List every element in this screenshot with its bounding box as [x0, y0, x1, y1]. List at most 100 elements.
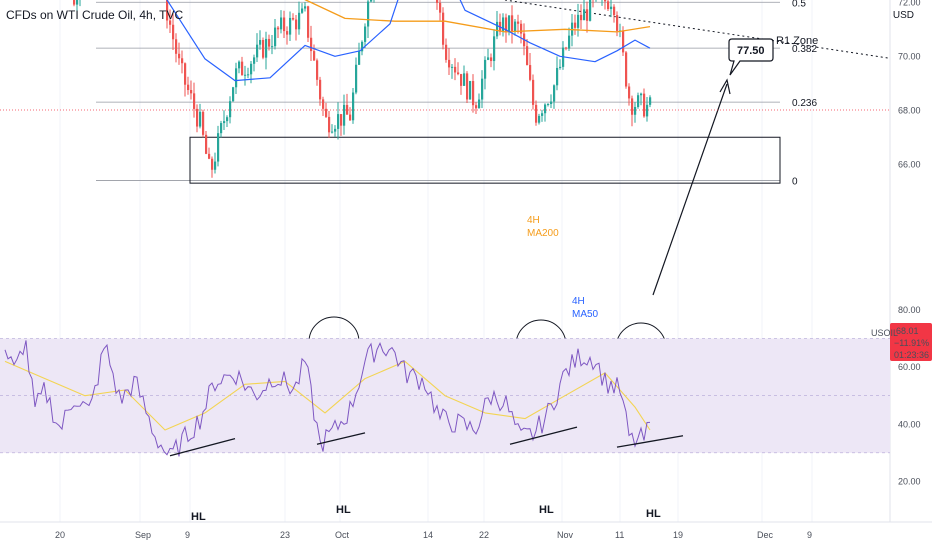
candle-down: [166, 0, 169, 21]
candle-up: [481, 78, 484, 100]
candle-down: [529, 65, 532, 80]
candle-up: [259, 40, 262, 45]
candle-up: [247, 74, 250, 76]
candle-down: [241, 61, 244, 76]
candle-up: [502, 17, 505, 32]
candle-down: [277, 27, 280, 30]
candle-up: [352, 92, 355, 121]
candle-up: [370, 0, 373, 2]
candle-up: [289, 17, 292, 35]
candle-up: [478, 99, 481, 109]
candle-down: [172, 24, 175, 40]
candle-down: [325, 108, 328, 117]
candle-down: [586, 9, 589, 21]
candle-down: [535, 104, 538, 123]
r1-zone-label: R1 Zone: [776, 35, 818, 47]
candle-up: [544, 104, 547, 114]
candle-down: [193, 93, 196, 109]
ma200-label-bottom: MA200: [527, 228, 559, 239]
candle-down: [196, 108, 199, 127]
projection-arrowhead: [719, 78, 731, 95]
candle-down: [607, 1, 610, 10]
candle-up: [265, 38, 268, 58]
candle-down: [436, 0, 439, 3]
candle-down: [517, 21, 520, 24]
target-callout: [728, 38, 774, 76]
candle-down: [292, 17, 295, 20]
candle-up: [274, 27, 277, 47]
price-tick-label: 72.00: [898, 0, 921, 7]
time-tick-label: 9: [185, 530, 190, 540]
candle-down: [445, 44, 448, 60]
candle-down: [628, 86, 631, 99]
candles-group: [73, 0, 652, 178]
candle-up: [298, 12, 301, 30]
candle-up: [637, 95, 640, 107]
candle-up: [367, 1, 370, 27]
candle-up: [568, 35, 571, 49]
candle-up: [271, 46, 274, 48]
candle-down: [520, 23, 523, 34]
candle-down: [211, 158, 214, 170]
time-tick-label: Dec: [757, 530, 774, 540]
candle-up: [355, 64, 358, 93]
price-tick-label: 66.00: [898, 159, 921, 169]
candle-down: [313, 51, 316, 61]
candle-down: [268, 38, 271, 47]
candle-down: [457, 72, 460, 75]
candle-up: [487, 57, 490, 60]
rsi-higher-low-trendline: [509, 426, 578, 445]
time-tick-label: 23: [280, 530, 290, 540]
candle-down: [346, 104, 349, 115]
price-change: −11.91%: [894, 338, 929, 348]
candle-up: [634, 106, 637, 115]
candle-up: [541, 113, 544, 116]
candle-down: [505, 17, 508, 32]
fib-level-label: 0: [792, 176, 798, 187]
hl-label: HL: [191, 511, 206, 523]
candle-down: [574, 22, 577, 28]
s1-zone-box: [189, 136, 781, 184]
time-tick-label: Sep: [135, 530, 151, 540]
candle-up: [358, 51, 361, 65]
price-tick-label: 70.00: [898, 51, 921, 61]
hl-label: HL: [336, 504, 351, 516]
currency-label: USD: [892, 10, 914, 21]
candle-down: [448, 59, 451, 68]
ma50-label-bottom: MA50: [572, 309, 599, 320]
candle-down: [466, 73, 469, 100]
candle-down: [622, 30, 625, 53]
candle-up: [589, 0, 592, 21]
time-tick-label: 9: [807, 530, 812, 540]
last-price-value: 68.01: [896, 326, 919, 336]
candle-up: [253, 57, 256, 64]
candle-down: [580, 14, 583, 21]
candle-up: [640, 93, 643, 96]
candle-up: [343, 104, 346, 126]
candle-down: [460, 74, 463, 86]
candle-down: [643, 93, 646, 117]
price-tick-label: 68.00: [898, 105, 921, 115]
rsi-higher-low-trendline: [169, 437, 236, 457]
candle-up: [508, 15, 511, 32]
candle-down: [454, 66, 457, 73]
candle-up: [364, 26, 367, 42]
candle-up: [361, 41, 364, 52]
candle-down: [307, 6, 310, 38]
candle-up: [451, 66, 454, 68]
candle-down: [205, 134, 208, 154]
candle-down: [316, 60, 319, 80]
ma200-line: [304, 0, 651, 33]
candle-down: [340, 114, 343, 126]
time-tick-label: 20: [55, 530, 65, 540]
price-axis-bg: [890, 0, 932, 550]
candle-up: [304, 6, 307, 9]
time-tick-label: Nov: [557, 530, 574, 540]
candle-up: [214, 161, 217, 170]
candle-up: [559, 66, 562, 68]
time-tick-label: 19: [673, 530, 683, 540]
candle-up: [220, 123, 223, 134]
candle-up: [469, 81, 472, 100]
bar-countdown: 01:23:36: [894, 350, 929, 360]
